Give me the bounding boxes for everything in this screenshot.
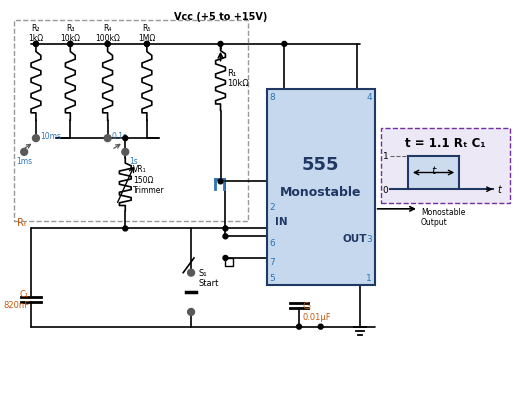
- Text: 1ms: 1ms: [16, 156, 32, 165]
- Text: 1s: 1s: [129, 156, 138, 165]
- Circle shape: [218, 43, 223, 47]
- Circle shape: [223, 227, 228, 231]
- Text: 0.1s: 0.1s: [112, 132, 128, 140]
- Text: 1: 1: [383, 152, 388, 161]
- Text: 7: 7: [269, 258, 276, 267]
- Circle shape: [34, 43, 38, 47]
- Text: t: t: [431, 166, 436, 176]
- Text: 3: 3: [366, 234, 372, 243]
- Text: Rₜ: Rₜ: [17, 217, 27, 227]
- Circle shape: [188, 269, 195, 276]
- Circle shape: [144, 43, 149, 47]
- Bar: [225, 258, 233, 266]
- Text: S₁
Start: S₁ Start: [199, 268, 220, 288]
- Circle shape: [188, 309, 195, 316]
- Text: R₁
10kΩ: R₁ 10kΩ: [227, 69, 249, 88]
- Text: Monostable: Monostable: [280, 185, 361, 198]
- Circle shape: [218, 179, 223, 184]
- Circle shape: [122, 149, 129, 156]
- Circle shape: [33, 136, 39, 142]
- Circle shape: [104, 136, 111, 142]
- Text: R₂
1kΩ: R₂ 1kΩ: [29, 24, 44, 43]
- Text: 4: 4: [366, 93, 372, 102]
- Text: OUT: OUT: [343, 234, 367, 244]
- Circle shape: [123, 227, 128, 231]
- Bar: [15, 21, 248, 221]
- Text: t: t: [497, 185, 501, 195]
- Text: t = 1.1 Rₜ C₁: t = 1.1 Rₜ C₁: [405, 137, 486, 150]
- Circle shape: [318, 324, 323, 329]
- Text: 8: 8: [269, 93, 276, 102]
- Text: Vcc (+5 to +15V): Vcc (+5 to +15V): [174, 12, 267, 21]
- Circle shape: [223, 256, 228, 261]
- Circle shape: [223, 234, 228, 239]
- Text: 1: 1: [366, 274, 372, 283]
- Text: 6: 6: [269, 238, 276, 247]
- Text: R₃
10kΩ: R₃ 10kΩ: [60, 24, 80, 43]
- Text: C₁
820nF: C₁ 820nF: [3, 290, 29, 309]
- Text: Monostable
Output: Monostable Output: [421, 207, 465, 227]
- Circle shape: [297, 324, 302, 329]
- Text: IN: IN: [275, 216, 287, 226]
- Text: 10ms: 10ms: [40, 132, 61, 140]
- Text: R₅
1MΩ: R₅ 1MΩ: [138, 24, 156, 43]
- Circle shape: [144, 43, 149, 47]
- Text: R₄
100kΩ: R₄ 100kΩ: [95, 24, 120, 43]
- Circle shape: [21, 149, 28, 156]
- Circle shape: [68, 43, 73, 47]
- Circle shape: [123, 136, 128, 141]
- Text: C₂
0.01μF: C₂ 0.01μF: [302, 302, 331, 321]
- Circle shape: [282, 43, 287, 47]
- Circle shape: [68, 43, 73, 47]
- Text: 0: 0: [383, 185, 388, 194]
- Text: VR₁
150Ω
Trimmer: VR₁ 150Ω Trimmer: [133, 165, 165, 195]
- Circle shape: [105, 43, 110, 47]
- Bar: [380, 129, 510, 203]
- Circle shape: [34, 43, 38, 47]
- Circle shape: [105, 43, 110, 47]
- Text: 555: 555: [302, 155, 339, 173]
- Text: 2: 2: [269, 203, 275, 212]
- Text: 5: 5: [269, 274, 276, 283]
- Bar: [267, 90, 375, 286]
- Polygon shape: [408, 156, 459, 190]
